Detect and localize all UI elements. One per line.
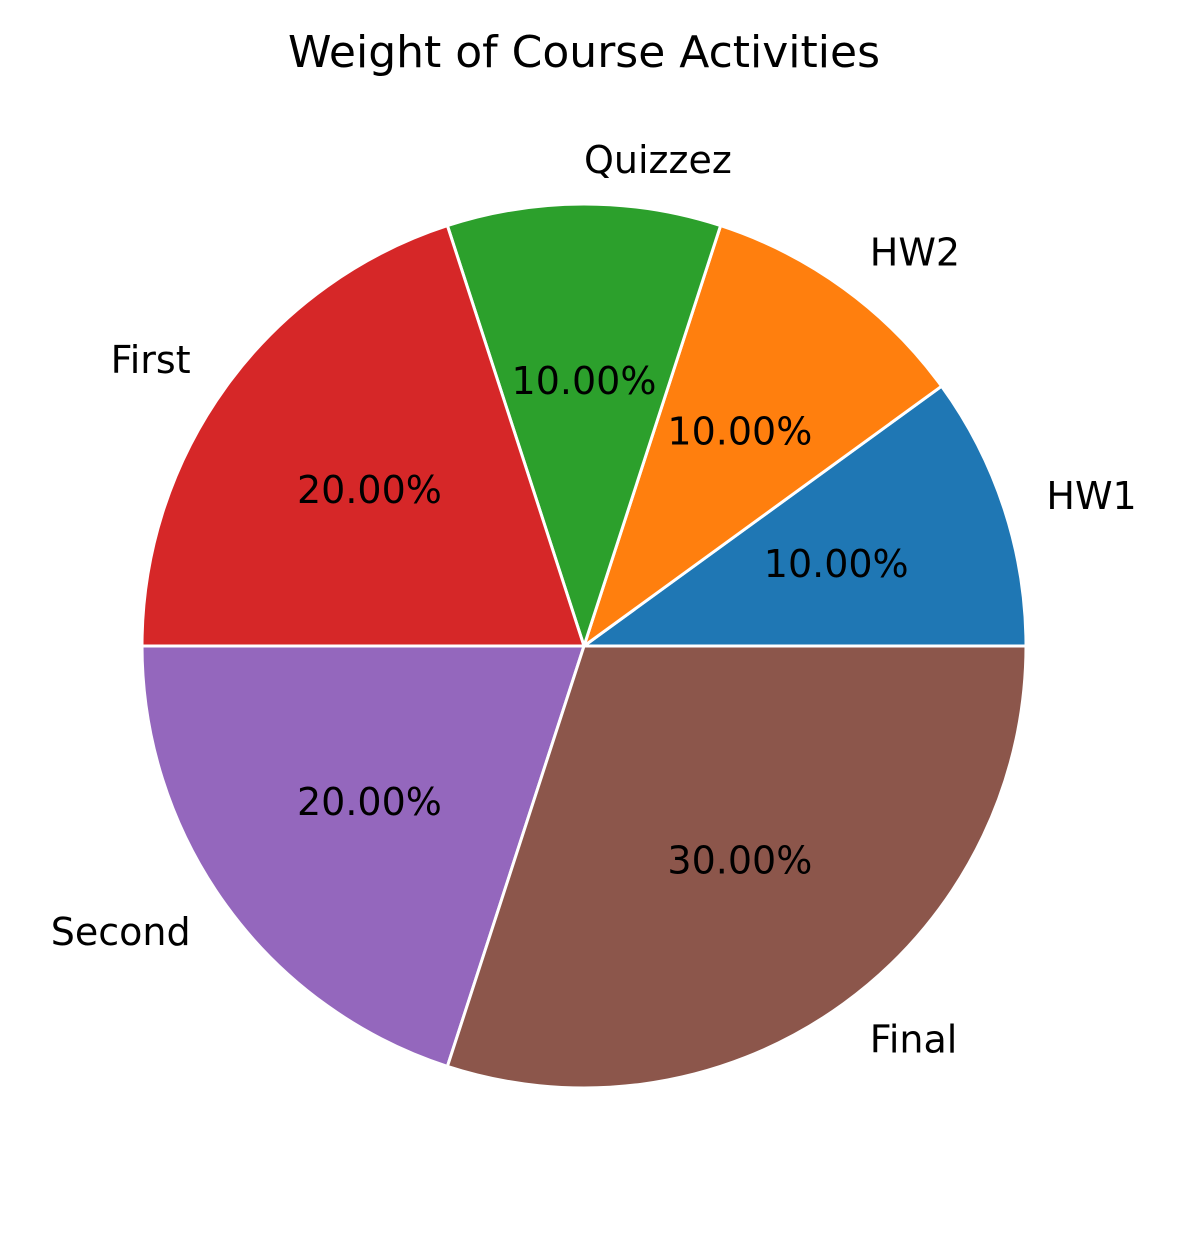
slice-label-second: Second bbox=[51, 910, 191, 954]
percent-labels: 10.00%10.00%10.00%20.00%20.00%30.00% bbox=[297, 359, 909, 883]
pie-slice-second bbox=[140, 644, 586, 1068]
percent-label-hw1: 10.00% bbox=[764, 542, 909, 586]
percent-label-second: 20.00% bbox=[297, 780, 442, 824]
slice-label-first: First bbox=[111, 338, 191, 382]
slice-label-final: Final bbox=[870, 1017, 958, 1061]
percent-label-quizzez: 10.00% bbox=[512, 359, 657, 403]
percent-label-hw2: 10.00% bbox=[667, 409, 812, 453]
slice-label-hw1: HW1 bbox=[1046, 474, 1136, 518]
pie-slice-hw2 bbox=[582, 224, 944, 648]
slice-labels: HW1 HW2 Quizzez First Second Final bbox=[51, 138, 1137, 1062]
pie-slice-hw1 bbox=[582, 384, 1028, 648]
pie-slices bbox=[140, 202, 1028, 1090]
chart-title: Weight of Course Activities bbox=[288, 27, 880, 78]
percent-label-first: 20.00% bbox=[297, 468, 442, 512]
slice-label-quizzez: Quizzez bbox=[584, 138, 732, 182]
percent-label-final: 30.00% bbox=[667, 839, 812, 883]
pie-slice-first bbox=[140, 224, 586, 648]
slice-label-hw2: HW2 bbox=[870, 231, 960, 275]
pie-slice-final bbox=[445, 644, 1028, 1090]
pie-slice-quizzez bbox=[445, 202, 723, 648]
